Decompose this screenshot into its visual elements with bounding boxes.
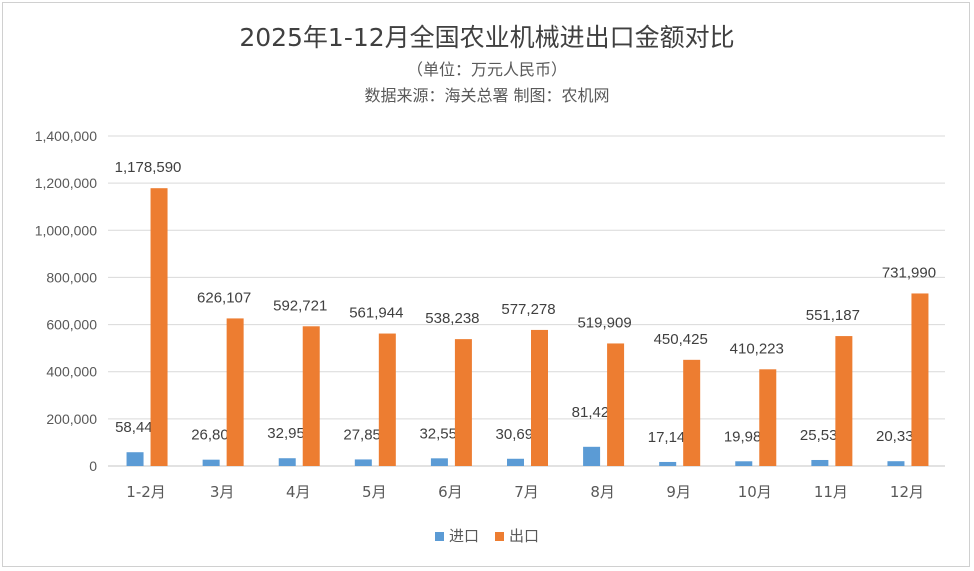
x-tick-label: 7月: [514, 483, 539, 501]
bar-import: [507, 458, 524, 466]
data-label-export: 731,990: [882, 264, 936, 281]
bar-import: [278, 458, 296, 466]
bar-export: [226, 318, 244, 466]
data-label-export: 450,425: [654, 331, 708, 348]
y-tick-label: 400,000: [46, 364, 97, 380]
data-label-export: 577,278: [501, 301, 555, 318]
data-label-export: 1,178,590: [115, 159, 182, 176]
data-label-export: 410,223: [730, 340, 784, 357]
x-tick-label: 5月: [362, 483, 387, 501]
y-tick-label: 1,400,000: [35, 128, 97, 144]
bar-export: [607, 343, 625, 466]
data-label-export: 592,721: [273, 297, 327, 314]
legend-item-export: 出口: [495, 525, 539, 546]
y-tick-label: 1,200,000: [35, 175, 97, 191]
data-label-import: 20,332: [876, 428, 922, 445]
x-tick-label: 12月: [890, 483, 924, 501]
bar-export: [683, 359, 701, 466]
y-tick-label: 800,000: [46, 269, 97, 285]
legend-item-import: 进口: [434, 525, 479, 546]
legend-label-export: 出口: [509, 527, 540, 545]
bar-import: [811, 459, 829, 466]
data-label-import: 58,446: [115, 419, 161, 436]
bar-export: [302, 326, 320, 466]
data-label-import: 26,807: [191, 427, 237, 444]
data-label-import: 25,539: [800, 427, 846, 444]
data-label-export: 626,107: [197, 289, 251, 306]
data-label-import: 17,142: [648, 429, 694, 446]
bar-import: [430, 458, 448, 466]
bar-export: [454, 339, 472, 466]
y-tick-label: 0: [89, 458, 97, 474]
x-tick-label: 8月: [590, 483, 615, 501]
data-label-import: 27,856: [343, 426, 389, 443]
y-tick-label: 1,000,000: [35, 222, 97, 238]
data-label-export: 538,238: [425, 310, 479, 327]
x-tick-label: 3月: [210, 483, 235, 501]
x-tick-label: 4月: [286, 483, 311, 501]
y-tick-label: 200,000: [46, 411, 97, 427]
data-label-export: 561,944: [349, 305, 403, 322]
bar-export: [378, 333, 396, 466]
bar-import: [126, 452, 144, 466]
data-label-export: 519,909: [577, 314, 631, 331]
legend: 进口 出口: [0, 525, 974, 546]
x-tick-label: 6月: [438, 483, 463, 501]
bar-import: [887, 461, 905, 466]
data-label-export: 551,187: [806, 307, 860, 324]
bar-import: [202, 459, 220, 466]
data-label-import: 30,695: [496, 426, 542, 443]
data-label-import: 32,959: [267, 425, 313, 442]
legend-swatch-import: [434, 532, 444, 541]
bar-export: [835, 336, 853, 466]
bar-import: [583, 446, 601, 466]
x-tick-label: 9月: [666, 483, 691, 501]
bar-export: [531, 329, 548, 466]
data-label-import: 32,559: [419, 425, 465, 442]
bar-export: [911, 293, 929, 466]
bar-import: [354, 459, 372, 466]
y-tick-label: 600,000: [46, 317, 97, 333]
data-label-import: 81,429: [572, 404, 618, 421]
chart-subtitle-unit: （单位：万元人民币）: [406, 60, 567, 79]
chart-subtitle-source: 数据来源：海关总署 制图：农机网: [364, 86, 610, 105]
x-tick-label: 1-2月: [126, 483, 166, 501]
bar-export: [150, 188, 168, 466]
bar-import: [659, 461, 677, 466]
legend-label-import: 进口: [448, 527, 479, 545]
bar-export: [759, 369, 777, 466]
chart-title: 2025年1-12月全国农业机械进出口金额对比: [239, 23, 735, 52]
bar-import: [735, 461, 753, 466]
x-tick-label: 11月: [814, 483, 848, 501]
data-label-import: 19,984: [724, 428, 770, 445]
legend-swatch-export: [495, 532, 504, 541]
x-tick-label: 10月: [738, 483, 772, 501]
